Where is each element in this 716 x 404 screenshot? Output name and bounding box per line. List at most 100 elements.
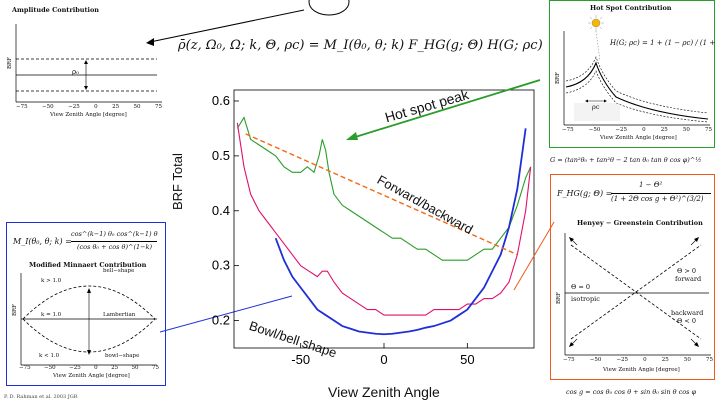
tick: 75 [704,127,712,133]
hg-equation: F_HG(g; Θ) = 1 − Θ² (1 + 2Θ cos g + Θ²)^… [557,181,713,209]
tick: 0 [94,365,98,371]
tick: 50 [683,357,691,363]
tick: −50 [44,365,56,371]
hg-isotropic: isotropic [571,295,600,303]
series-line-2 [274,128,527,336]
tick: −25 [616,357,629,363]
minnaert-k-gt: k > 1.0 [41,278,62,284]
hg-xlabel: View Zenith Angle [degree] [603,367,680,373]
hotspot-plot [563,15,710,126]
tick: 75 [151,365,159,371]
hg-plot [564,233,711,356]
series-line-1 [236,122,532,316]
amplitude-xlabel: View Zenith Angle [degree] [50,112,127,118]
tick: 25 [112,104,120,110]
hg-backward: backward [671,309,704,317]
amplitude-title: Amplitude Contribution [12,6,100,14]
chart-ticks: 0.2 0.3 0.4 0.5 0.6 -50 0 50 [212,93,475,367]
tick: −25 [69,365,81,371]
tick: 50 [133,104,141,110]
tick: −25 [68,104,80,110]
chart-xlabel: View Zenith Angle [328,384,440,400]
tick: −75 [16,104,28,110]
minnaert-connector [160,295,293,333]
tick: −75 [562,127,574,133]
tick: 25 [661,357,669,363]
amplitude-rho-label: ρ₀ [72,68,79,76]
tick: 75 [705,357,713,363]
y-tick-label: 0.4 [212,203,230,218]
footer-credit: P. D. Rahman et al. 2003 JGR [4,394,78,400]
x-tick-label: 0 [380,352,387,367]
hotspot-title: Hot Spot Contribution [590,4,672,12]
hotspot-rho-label: ρc [592,103,600,111]
hg-eq-bar [611,193,711,194]
minnaert-panel: M_I(θ₀, θ; k) = cos^(k−1) θ₀ cos^(k−1) θ… [6,222,166,386]
hg-eq-num: 1 − Θ² [639,181,663,189]
minnaert-equation: M_I(θ₀, θ; k) = cos^(k−1) θ₀ cos^(k−1) θ… [13,230,163,256]
hg-eq-lhs: F_HG(g; Θ) = [557,189,613,198]
amplitude-arrow [146,9,305,46]
y-tick-label: 0.6 [212,93,230,108]
main-equation: ρ̄(z, Ω₀, Ω; k, Θ, ρc) = M_I(θ₀, θ; k) F… [178,38,543,53]
x-tick-label: 50 [460,352,474,367]
minnaert-plot [20,273,157,366]
main-brf-chart: 0.2 0.3 0.4 0.5 0.6 -50 0 50 [212,89,535,367]
y-tick-label: 0.2 [212,313,230,328]
tick: 75 [154,104,162,110]
series-line-0 [236,116,532,261]
tick: −75 [19,365,31,371]
minnaert-eq-lhs: M_I(θ₀, θ; k) = [13,237,72,246]
tick: 0 [643,357,647,363]
hg-ticks: −75 −50 −25 0 25 50 75 [563,357,713,363]
minnaert-ylabel: BRF [12,304,18,316]
hg-connector [513,221,555,291]
amplitude-plot [15,24,162,103]
g-equation: G = (tan²θ₀ + tan²θ − 2 tan θ₀ tan θ cos… [550,156,702,164]
minnaert-eq-bar [71,241,157,242]
hot-spot-arrow [346,79,541,140]
minnaert-ticks: −75 −50 −25 0 25 50 75 [19,365,159,371]
tick: −25 [615,127,628,133]
cos-g-equation: cos g = cos θ₀ cos θ + sin θ₀ sin θ cos … [566,388,697,396]
tick: −50 [588,127,601,133]
hg-iso-theta: Θ = 0 [571,283,591,291]
hg-forward: forward [675,275,702,283]
minnaert-eq-den: (cos θ₀ + cos θ)^(1−k) [77,243,153,251]
y-tick-label: 0.5 [212,148,230,163]
amplitude-ticks: −75 −50 −25 0 25 50 75 [16,104,162,110]
tick: 50 [131,365,139,371]
tick: 0 [94,104,98,110]
minnaert-bell: bell−shape [103,268,135,274]
hg-panel: F_HG(g; Θ) = 1 − Θ² (1 + 2Θ cos g + Θ²)^… [550,174,715,380]
hotspot-xlabel: View Zenith Angle [degree] [600,135,677,141]
tick: 0 [642,127,646,133]
tick: 25 [111,365,119,371]
tick: −50 [589,357,602,363]
minnaert-bowl: bowl−shape [105,353,140,359]
tick: 50 [682,127,690,133]
minnaert-title: Modified Minnaert Contribution [29,261,147,269]
chart-series [236,116,532,336]
tick: 25 [660,127,668,133]
hg-title: Henyey − Greenstein Contribution [577,219,703,227]
minnaert-k-eq: k = 1.0 [41,312,62,318]
hotspot-equation: H(G; ρc) = 1 + (1 − ρc) / (1 + G) [610,39,716,47]
top-circle [308,0,350,16]
hg-eq-den: (1 + 2Θ cos g + Θ²)^(3/2) [611,195,704,203]
x-tick-label: -50 [291,352,310,367]
minnaert-eq-num: cos^(k−1) θ₀ cos^(k−1) θ [71,230,158,238]
minnaert-lambertian: Lambertian [103,312,136,318]
hotspot-panel: Hot Spot Contribution H(G; ρc) = 1 + (1 … [549,0,716,148]
chart-ylabel: BRF Total [170,153,185,210]
amplitude-panel: Amplitude Contribution ρ₀ BRF −75 −50 −2… [2,2,172,122]
amplitude-ylabel: BRF [7,57,13,69]
hotspot-ticks: −75 −50 −25 0 25 50 75 [562,127,712,133]
minnaert-k-lt: k < 1.0 [39,353,60,359]
tick: −75 [563,357,575,363]
hg-backward-theta: Θ < 0 [677,317,697,325]
tick: −50 [42,104,54,110]
hg-forward-theta: Θ > 0 [677,267,697,275]
y-tick-label: 0.3 [212,258,230,273]
series-line-3 [245,133,518,256]
